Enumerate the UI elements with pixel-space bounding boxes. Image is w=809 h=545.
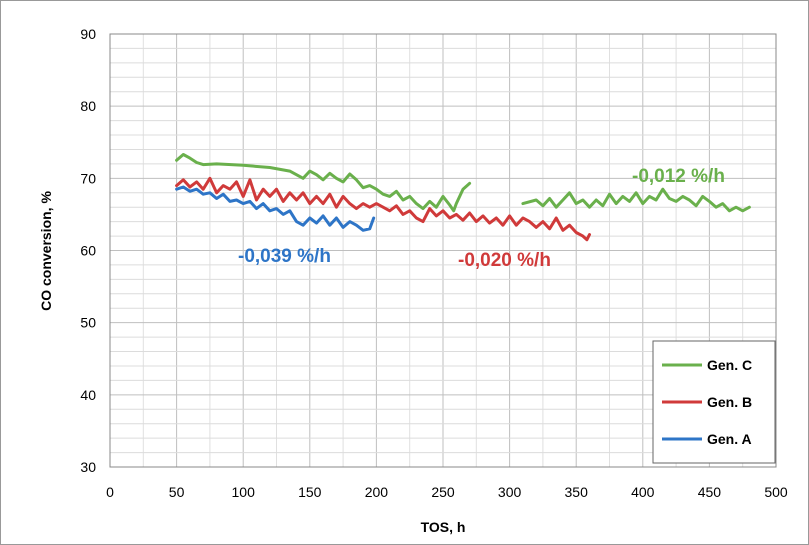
y-tick-label: 50 — [80, 315, 96, 331]
x-tick-label: 50 — [169, 484, 185, 500]
series-line-gen-c — [175, 153, 472, 213]
x-axis-ticks: 0 50 100 150 200 250 300 350 400 450 500 — [106, 484, 788, 500]
y-tick-label: 30 — [80, 459, 96, 475]
y-tick-label: 70 — [80, 170, 96, 186]
legend-label-gen-b: Gen. B — [707, 394, 752, 410]
x-tick-label: 200 — [365, 484, 389, 500]
x-tick-label: 100 — [232, 484, 256, 500]
x-tick-label: 450 — [698, 484, 722, 500]
x-tick-label: 0 — [106, 484, 114, 500]
x-tick-label: 350 — [565, 484, 589, 500]
x-tick-label: 500 — [764, 484, 788, 500]
x-tick-label: 250 — [431, 484, 455, 500]
legend: Gen. C Gen. B Gen. A — [652, 340, 776, 464]
plot-area-border — [109, 33, 777, 468]
x-tick-label: 150 — [298, 484, 322, 500]
x-tick-label: 300 — [498, 484, 522, 500]
y-axis-title: CO conversion, % — [38, 191, 54, 311]
series-line-gen-b — [175, 176, 591, 242]
annotation-gen-b: -0,020 %/h — [458, 250, 551, 271]
series-lines — [175, 153, 751, 242]
y-tick-label: 40 — [80, 387, 96, 403]
annotation-gen-c: -0,012 %/h — [632, 166, 725, 187]
y-tick-label: 60 — [80, 243, 96, 259]
legend-label-gen-a: Gen. A — [707, 431, 752, 447]
y-tick-label: 90 — [80, 26, 96, 42]
series-line-gen-c — [521, 187, 751, 213]
x-tick-label: 400 — [631, 484, 655, 500]
y-axis-ticks: 30 40 50 60 70 80 90 — [80, 26, 96, 475]
y-tick-label: 80 — [80, 98, 96, 114]
series-line-gen-a — [175, 185, 376, 232]
x-axis-title: TOS, h — [421, 519, 466, 535]
legend-label-gen-c: Gen. C — [707, 357, 752, 373]
annotation-gen-a: -0,039 %/h — [238, 246, 331, 267]
